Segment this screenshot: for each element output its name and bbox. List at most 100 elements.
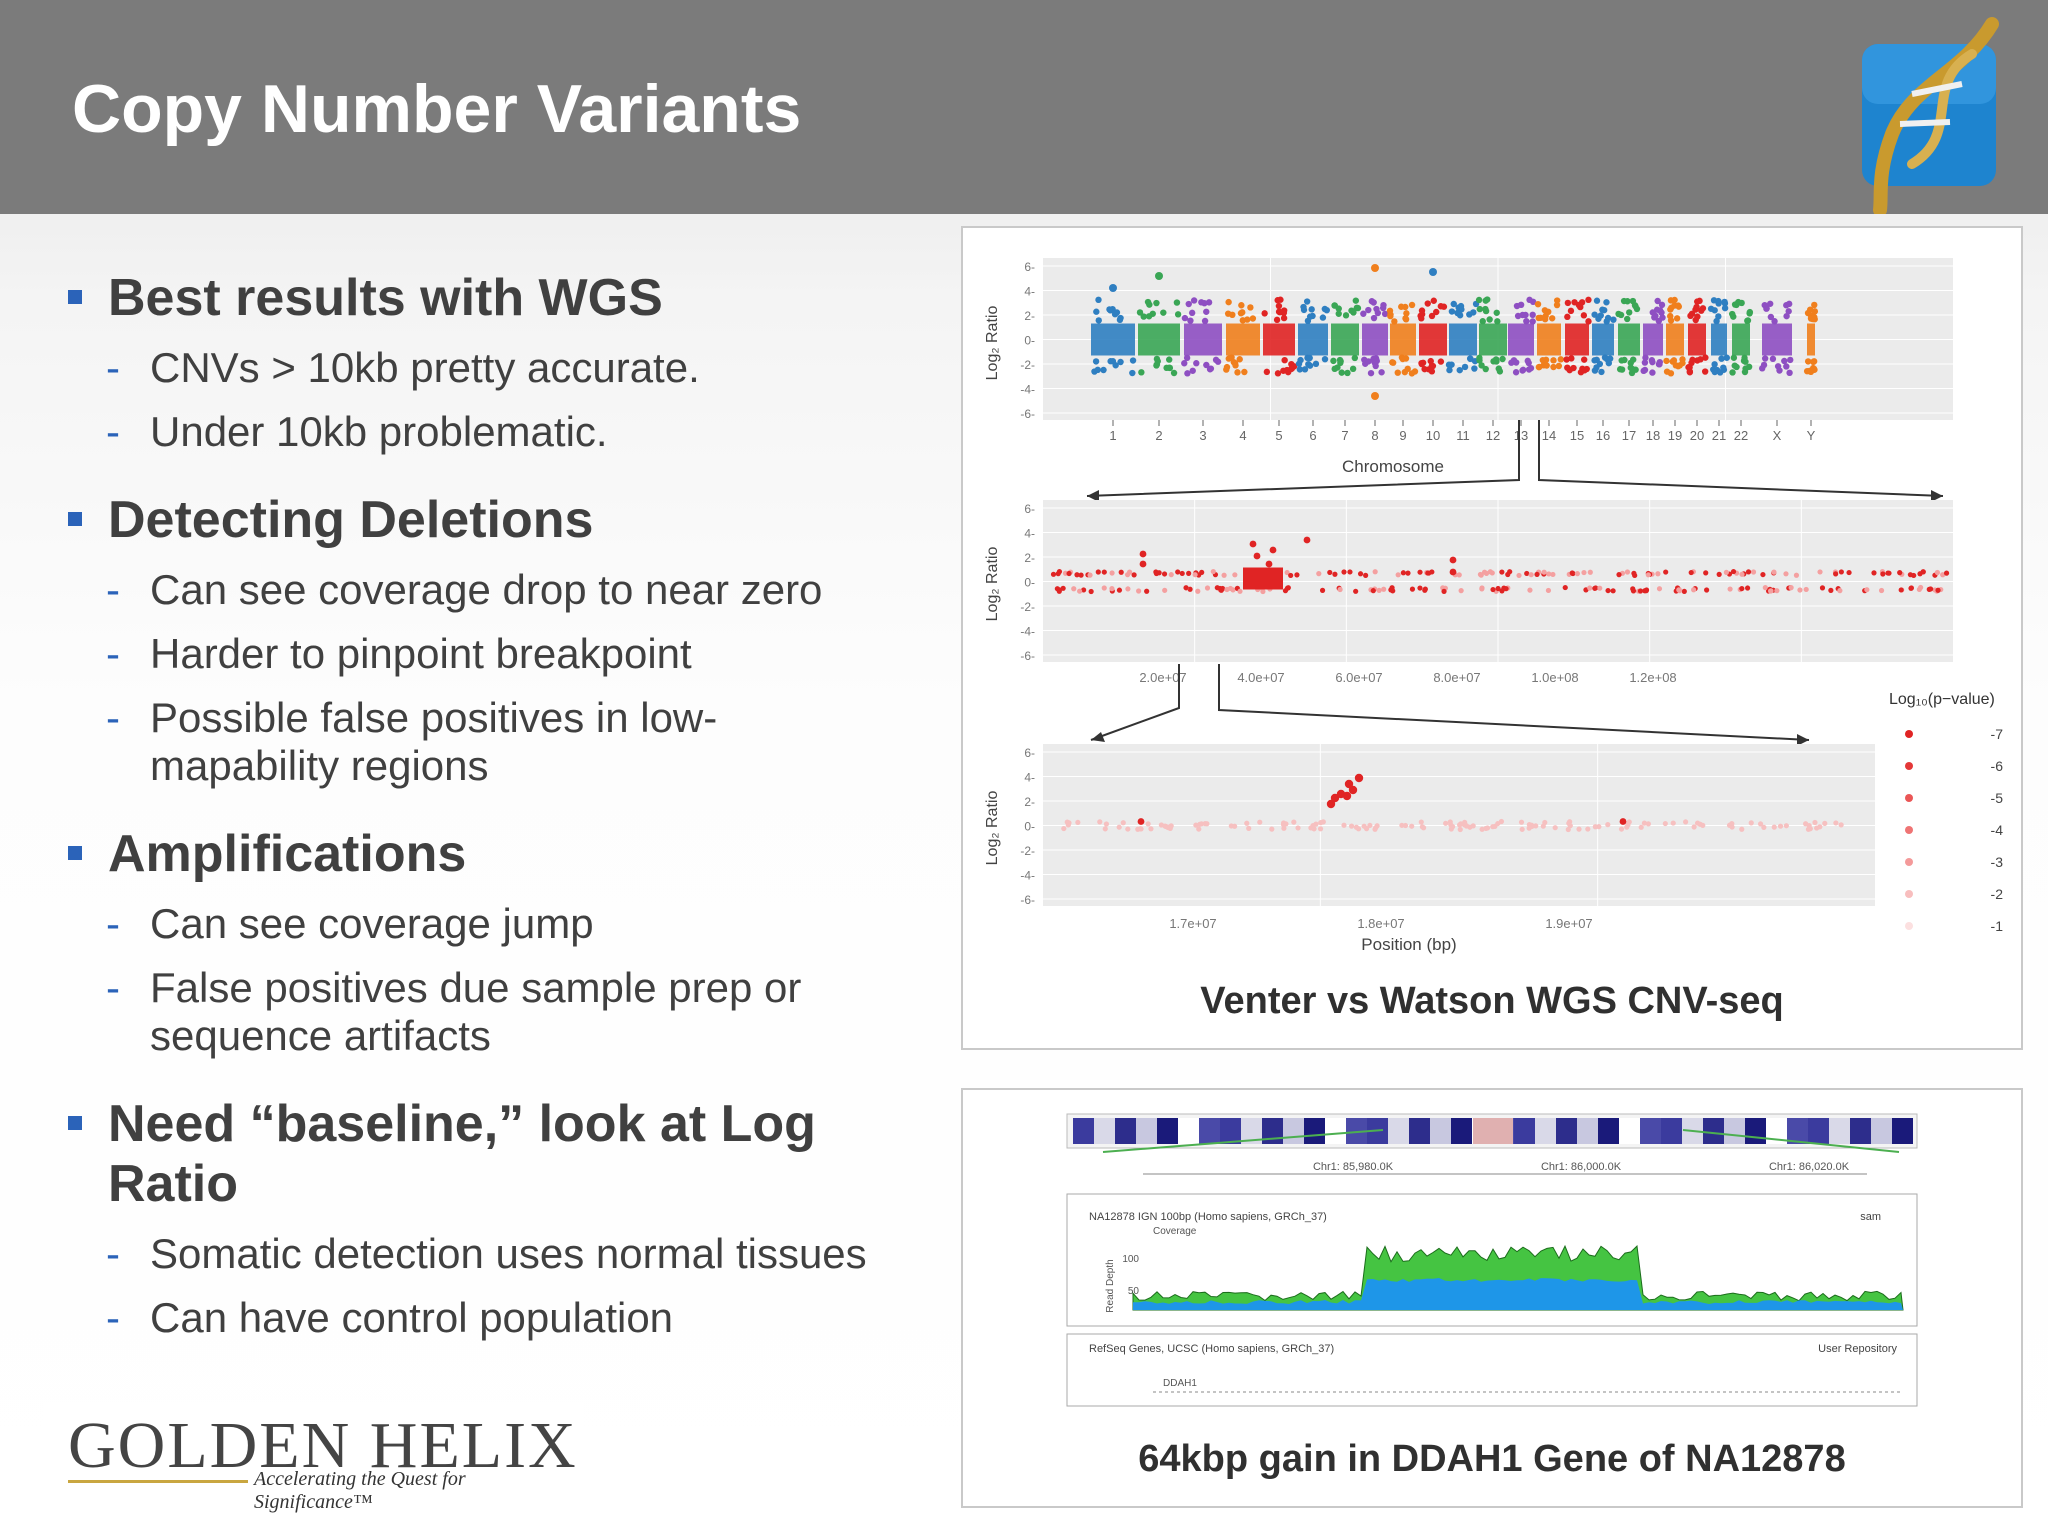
sub-bullet-text: Harder to pinpoint breakpoint [150, 630, 692, 677]
ideogram-band [1703, 1118, 1724, 1144]
data-point [1109, 284, 1117, 292]
data-point [1095, 569, 1101, 575]
data-point [1357, 571, 1364, 577]
data-point [1470, 309, 1477, 316]
data-point [1404, 365, 1411, 373]
legend-label: -7 [1991, 726, 2004, 742]
ideogram-band [1073, 1118, 1094, 1144]
dash-marker: - [106, 900, 120, 947]
data-point [1494, 318, 1501, 325]
ideogram-band [1388, 1118, 1409, 1144]
sub-bullet-text: CNVs > 10kb pretty accurate. [150, 344, 700, 391]
data-point [1711, 361, 1718, 368]
data-point [1550, 357, 1557, 364]
ideogram-band [1283, 1118, 1304, 1144]
ideogram-band [1892, 1118, 1913, 1144]
chromosome-band [1298, 323, 1328, 356]
data-point [1667, 306, 1674, 313]
bullet-amplifications: Amplifications [68, 824, 948, 884]
data-point [1723, 569, 1729, 576]
data-point [1166, 356, 1173, 363]
data-point [1803, 586, 1809, 593]
data-point [1338, 369, 1345, 376]
data-point [1897, 570, 1903, 576]
data-point [1441, 588, 1447, 594]
data-point [1523, 317, 1530, 325]
data-point [1618, 826, 1625, 832]
data-point [1593, 356, 1600, 364]
data-point [1344, 369, 1351, 377]
slide-title: Copy Number Variants [72, 71, 802, 147]
data-point [1075, 819, 1081, 826]
legend-title: Log₁₀(p−value) [1889, 691, 1995, 708]
data-point [1363, 572, 1369, 578]
data-point [1691, 587, 1697, 593]
x-tick-label: 6 [1309, 428, 1316, 443]
track2-title: RefSeq Genes, UCSC (Homo sapiens, GRCh_3… [1089, 1343, 1334, 1355]
data-point [1430, 297, 1437, 304]
chromosome-band [1711, 323, 1727, 356]
ideogram-band [1619, 1118, 1640, 1144]
data-point [1327, 569, 1333, 576]
data-point [1642, 354, 1649, 361]
data-point [1692, 316, 1699, 324]
data-point [1807, 826, 1813, 832]
data-point [1767, 313, 1775, 321]
data-point [1351, 354, 1359, 362]
data-point [1081, 587, 1087, 593]
data-point [1117, 358, 1124, 366]
data-point [1246, 825, 1252, 831]
data-point [1564, 364, 1571, 371]
chromosome-band [1390, 323, 1416, 356]
data-point [1729, 310, 1736, 318]
data-point [1516, 572, 1522, 579]
data-point [1417, 569, 1423, 575]
y-tick-label: -4- [1020, 869, 1035, 883]
data-point [1317, 826, 1324, 832]
x-tick-label: 2.0e+07 [1139, 670, 1186, 685]
data-point [1656, 586, 1663, 592]
data-point [1553, 301, 1561, 309]
bullet-text: Need “baseline,” look at Log Ratio [108, 1095, 816, 1213]
data-point [1060, 585, 1066, 591]
data-point [1898, 587, 1904, 593]
sub-bullet: - Under 10kb problematic. [68, 408, 948, 456]
data-point [1783, 312, 1790, 320]
data-point [1189, 367, 1196, 374]
data-point [1495, 585, 1501, 592]
data-point [1092, 358, 1100, 365]
data-point [1153, 299, 1160, 307]
legend-label: -4 [1991, 822, 2004, 838]
data-point [1739, 571, 1745, 577]
chromosome-band [1331, 323, 1359, 356]
bottom-ylabel: Log₂ Ratio [984, 791, 1001, 866]
data-point [1193, 360, 1200, 367]
data-point [1592, 824, 1598, 830]
data-point [1341, 569, 1347, 575]
data-point [1750, 569, 1757, 575]
data-point [1265, 560, 1273, 568]
data-point [1365, 358, 1372, 365]
data-point [1354, 773, 1364, 783]
data-point [1387, 312, 1394, 320]
y-tick-label: 6- [1024, 746, 1035, 760]
data-point [1624, 824, 1630, 830]
data-point [1616, 572, 1622, 578]
data-point [1061, 825, 1067, 832]
chromosome-band [1565, 323, 1589, 356]
data-point [1373, 357, 1381, 365]
ideogram-band [1871, 1118, 1892, 1144]
ideogram-band [1745, 1118, 1766, 1144]
data-point [1138, 369, 1145, 376]
data-point [1479, 585, 1485, 591]
data-point [1107, 358, 1114, 365]
cnv-seq-plot: Log₂ Ratio 6-4-2-0--2--4--6- 1 2 3 4 5 6 7 8 9 10… [984, 258, 2004, 954]
data-point [1564, 313, 1571, 321]
data-point [1759, 365, 1766, 372]
data-point [1543, 362, 1550, 369]
data-point [1455, 304, 1462, 311]
data-point [1662, 820, 1668, 827]
data-point [1198, 821, 1205, 827]
data-point [1529, 311, 1536, 319]
data-point [1618, 366, 1626, 373]
